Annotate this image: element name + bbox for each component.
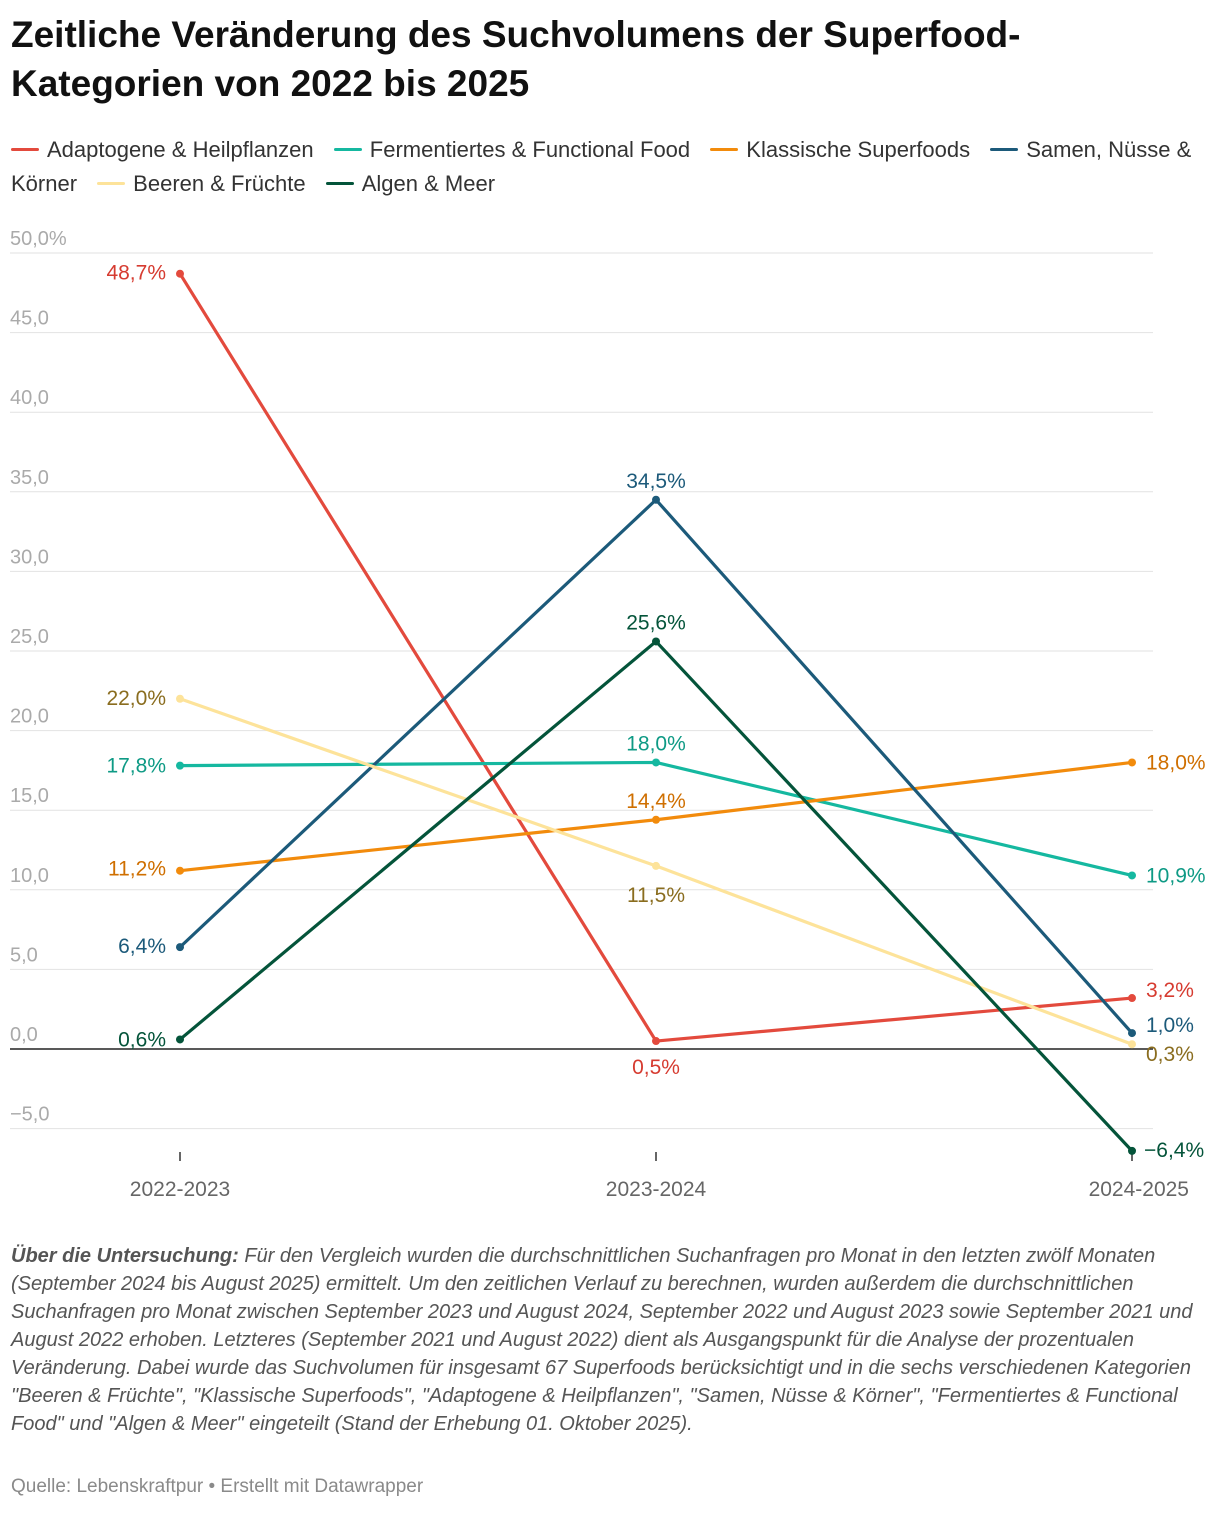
x-tick-label: 2024-2025 bbox=[1089, 1178, 1189, 1201]
data-label: 48,7% bbox=[106, 262, 166, 285]
data-label: 1,0% bbox=[1146, 1014, 1194, 1037]
legend-item-klassische: Klassische Superfoods bbox=[710, 137, 970, 162]
data-point bbox=[652, 815, 660, 824]
y-tick-label: 30,0 bbox=[10, 546, 49, 568]
legend-swatch-klassische bbox=[710, 147, 739, 151]
data-label: 11,2% bbox=[108, 858, 166, 881]
legend-swatch-fermentiertes bbox=[333, 147, 362, 151]
data-point bbox=[1128, 1146, 1136, 1155]
y-tick-label: 0,0 bbox=[10, 1024, 38, 1046]
y-tick-label: 25,0 bbox=[10, 626, 49, 648]
data-point bbox=[1128, 871, 1136, 880]
legend-item-algen: Algen & Meer bbox=[325, 171, 496, 196]
y-tick-label: −5,0 bbox=[10, 1104, 49, 1126]
legend-swatch-algen bbox=[325, 181, 354, 185]
data-label: 11,5% bbox=[627, 884, 685, 907]
source-credit: Quelle: Lebenskraftpur • Erstellt mit Da… bbox=[11, 1476, 424, 1497]
data-point bbox=[1128, 1029, 1136, 1038]
data-point bbox=[652, 758, 660, 767]
line-chart: −5,0 0,0 5,0 10,0 15,0 20,0 25,0 30,0 35,0 40,0 45… bbox=[10, 228, 1206, 1201]
y-tick-label: 5,0 bbox=[10, 944, 38, 966]
data-label: 25,6% bbox=[626, 611, 686, 634]
x-tick-label: 2022-2023 bbox=[130, 1178, 230, 1201]
data-point bbox=[176, 269, 184, 278]
data-point bbox=[1128, 1040, 1136, 1049]
legend-item-beeren: Beeren & Früchte bbox=[97, 171, 306, 196]
legend-label-fermentiertes: Fermentiertes & Functional Food bbox=[369, 137, 691, 162]
chart-legend: Adaptogene & Heilpflanzen Fermentiertes … bbox=[11, 133, 1206, 201]
legend-label-adaptogene: Adaptogene & Heilpflanzen bbox=[47, 137, 314, 162]
legend-label-algen: Algen & Meer bbox=[361, 171, 496, 196]
methodology-note-text: Für den Vergleich wurden die durchschnit… bbox=[11, 1245, 1193, 1435]
data-label: 3,2% bbox=[1146, 979, 1194, 1002]
data-label: 18,0% bbox=[626, 732, 686, 755]
data-point bbox=[176, 866, 184, 875]
data-label: 34,5% bbox=[626, 470, 686, 493]
y-tick-label: 15,0 bbox=[10, 785, 49, 807]
x-tick-label: 2023-2024 bbox=[606, 1178, 707, 1201]
legend-swatch-samen bbox=[990, 147, 1019, 151]
data-label: 6,4% bbox=[118, 935, 166, 958]
data-label: 0,5% bbox=[632, 1056, 680, 1079]
legend-item-fermentiertes: Fermentiertes & Functional Food bbox=[333, 137, 691, 162]
legend-swatch-beeren bbox=[97, 181, 126, 185]
y-tick-label: 50,0% bbox=[10, 228, 67, 250]
methodology-note: Über die Untersuchung: Für den Vergleich… bbox=[11, 1242, 1211, 1438]
data-point bbox=[652, 861, 660, 870]
data-point bbox=[652, 1037, 660, 1046]
y-tick-label: 10,0 bbox=[10, 865, 49, 887]
legend-label-beeren: Beeren & Früchte bbox=[133, 171, 306, 196]
data-point bbox=[176, 1035, 184, 1044]
legend-swatch-adaptogene bbox=[11, 147, 39, 151]
y-tick-label: 20,0 bbox=[10, 706, 49, 728]
data-point bbox=[652, 637, 660, 646]
data-point bbox=[176, 761, 184, 770]
y-tick-label: 35,0 bbox=[10, 467, 49, 489]
legend-label-samen: Samen, Nüsse & Körner bbox=[11, 137, 1192, 196]
data-label: 0,6% bbox=[118, 1028, 166, 1051]
series-line-1 bbox=[178, 272, 1134, 1043]
y-tick-label: 40,0 bbox=[10, 387, 49, 409]
chart-title: Zeitliche Veränderung des Suchvolumens d… bbox=[11, 14, 1021, 104]
data-label: 17,8% bbox=[106, 755, 166, 778]
data-label: 10,9% bbox=[1146, 864, 1206, 887]
y-tick-label: 45,0 bbox=[10, 308, 49, 330]
data-label: 14,4% bbox=[626, 790, 686, 813]
methodology-note-lead: Über die Untersuchung: bbox=[11, 1245, 239, 1267]
legend-item-adaptogene: Adaptogene & Heilpflanzen bbox=[11, 137, 314, 162]
data-point bbox=[1128, 758, 1136, 767]
data-label: −6,4% bbox=[1144, 1139, 1204, 1162]
data-label: 18,0% bbox=[1146, 751, 1206, 774]
legend-item-samen: Samen, Nüsse & Körner bbox=[11, 137, 1191, 196]
data-point bbox=[176, 943, 184, 952]
data-point bbox=[176, 694, 184, 703]
data-label: 0,3% bbox=[1146, 1043, 1194, 1066]
data-label: 22,0% bbox=[106, 687, 166, 710]
legend-label-klassische: Klassische Superfoods bbox=[746, 137, 971, 162]
data-point bbox=[652, 495, 660, 504]
data-point bbox=[1128, 994, 1136, 1003]
